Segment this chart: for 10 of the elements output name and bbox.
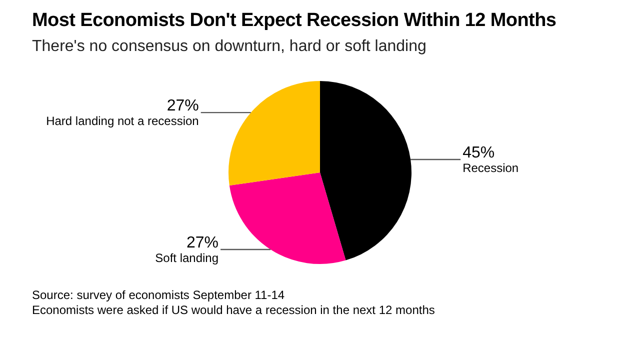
- data-label: 45%: [462, 144, 495, 162]
- data-label: 27%: [186, 234, 219, 252]
- chart-subtitle: There's no consensus on downturn, hard or soft landing: [32, 38, 426, 56]
- text: Economists were asked if US would have a recession in the next 12 months: [32, 303, 435, 318]
- chart-title: Most Economists Don't Expect Recession Within 12 Months: [32, 10, 556, 32]
- slice-label: Hard landing not a recession: [46, 114, 199, 128]
- slice-label: Soft landing: [155, 250, 219, 265]
- slice-label: Recession: [462, 160, 519, 175]
- source-note: Source: survey of economists September 11-14: [32, 288, 286, 303]
- data-label: 27%: [166, 98, 199, 115]
